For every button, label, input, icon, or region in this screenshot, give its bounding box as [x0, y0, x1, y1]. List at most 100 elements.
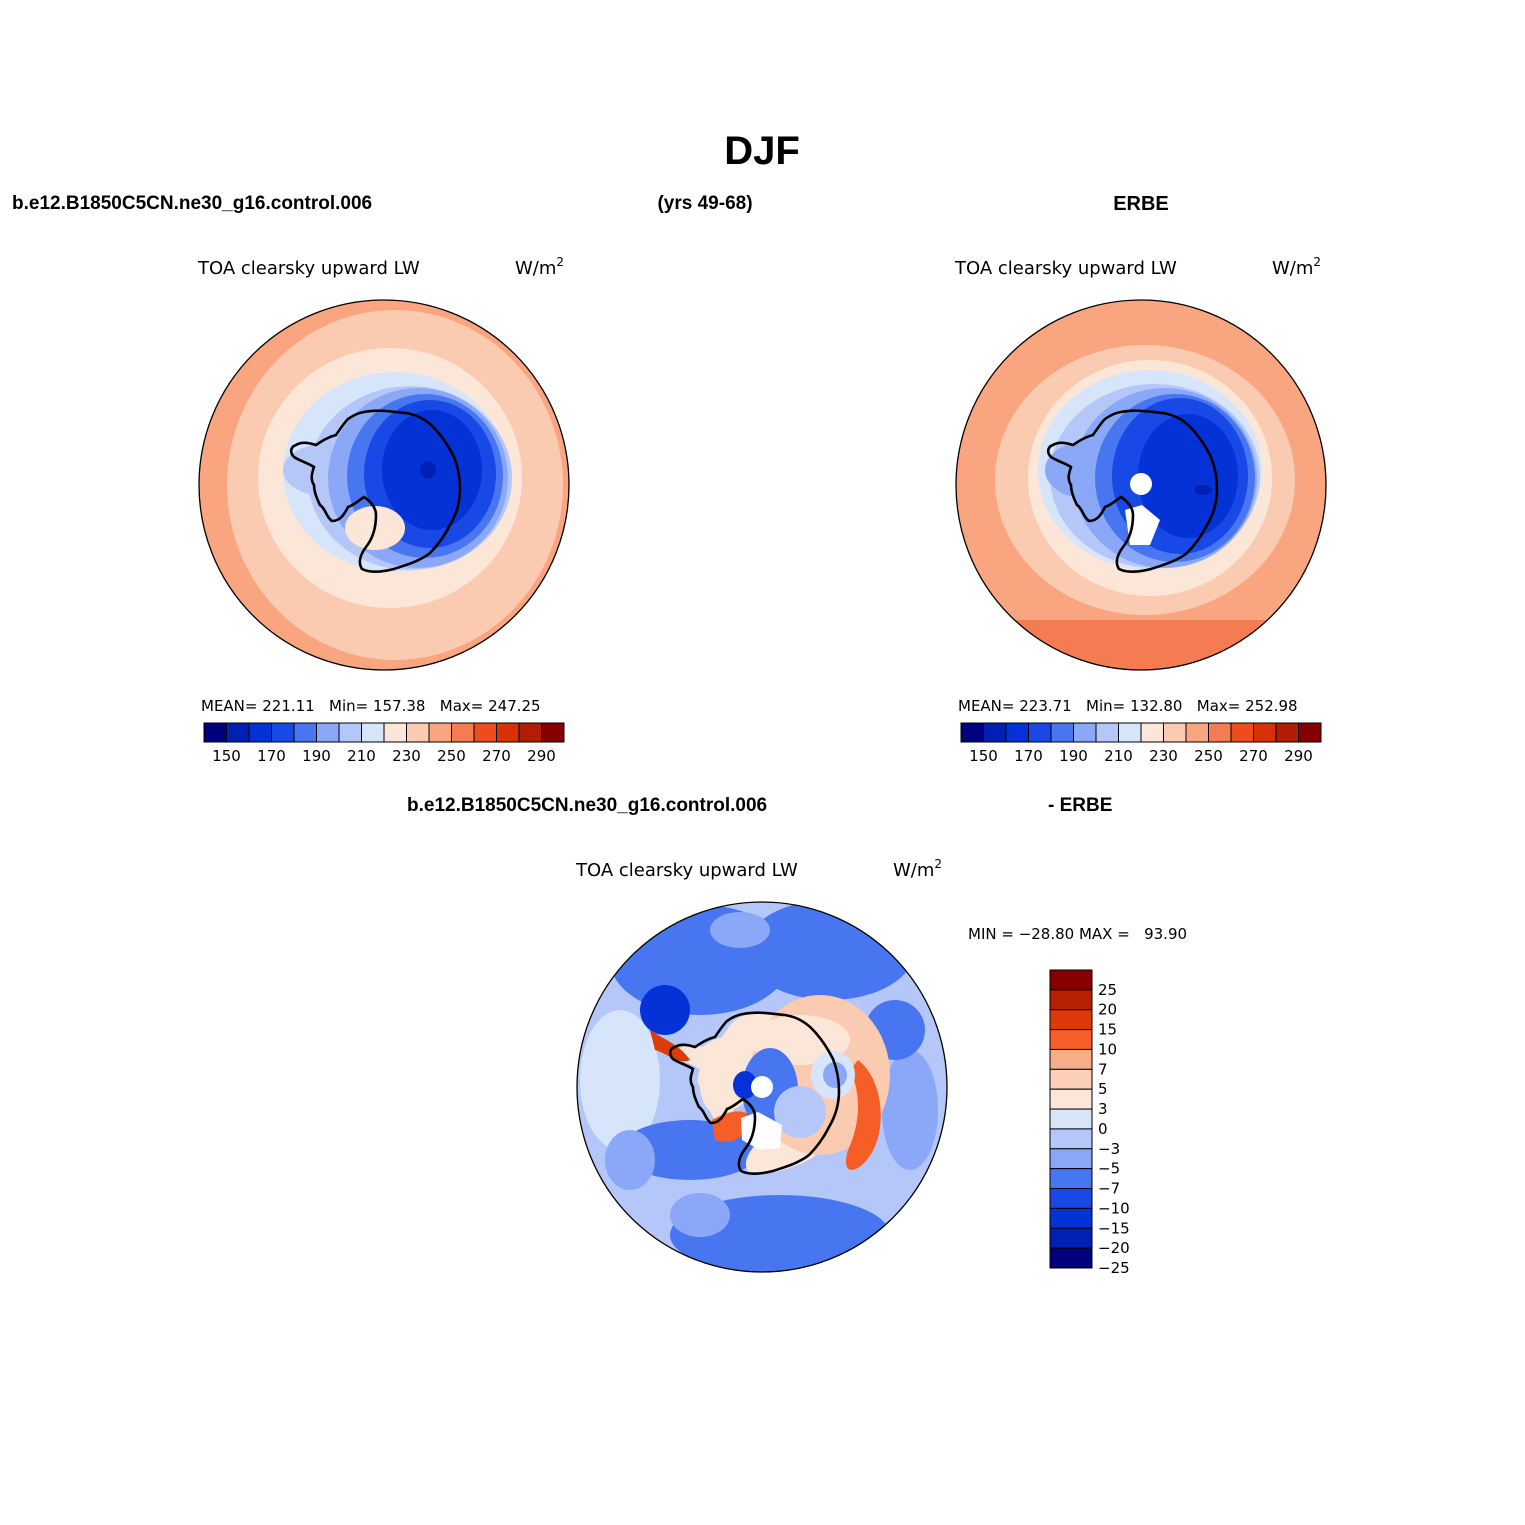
colorbar-swatch [383, 722, 407, 743]
colorbar-tick-label: 210 [1104, 747, 1133, 765]
colorbar-swatch [361, 722, 385, 743]
colorbar-tick-label: 170 [1014, 747, 1043, 765]
diff-colorbar-tick-label: −3 [1098, 1140, 1120, 1158]
diff-colorbar-swatch [1049, 1068, 1093, 1090]
colorbar-swatch [1050, 722, 1074, 743]
diff-colorbar-tick-label: 7 [1098, 1060, 1108, 1078]
diff-colorbar-tick-label: 10 [1098, 1040, 1117, 1058]
colorbar-swatch [406, 722, 430, 743]
diff-colorbar-swatch [1049, 1227, 1093, 1249]
colorbar-swatch [271, 722, 295, 743]
colorbar-swatch [960, 722, 984, 743]
diff-colorbar-tick-label: 0 [1098, 1120, 1108, 1138]
colorbar-swatch [1275, 722, 1299, 743]
colorbar-swatch [496, 722, 520, 743]
diff-colorbar-swatch [1049, 1088, 1093, 1110]
diff-colorbar-tick-label: −10 [1098, 1199, 1130, 1217]
colorbar-swatch [1298, 722, 1322, 743]
map-border [576, 901, 948, 1273]
diff-colorbar-tick-label: −20 [1098, 1239, 1130, 1257]
case-name-label: b.e12.B1850C5CN.ne30_g16.control.006 [12, 193, 372, 214]
colorbar-swatch [1253, 722, 1277, 743]
map-border [955, 299, 1327, 671]
colorbar-swatch [226, 722, 250, 743]
map-border [198, 299, 570, 671]
variable-label: TOA clearsky upward LW [197, 258, 420, 279]
colorbar-swatch [293, 722, 317, 743]
colorbar: 150 170 190 210 230 250 270 290 [203, 722, 565, 765]
colorbar-swatch [518, 722, 542, 743]
colorbar-tick-label: 150 [969, 747, 998, 765]
main-title: DJF [724, 129, 800, 173]
colorbar-tick-label: 190 [1059, 747, 1088, 765]
difference-panel: b.e12.B1850C5CN.ne30_g16.control.006 - E… [407, 795, 1187, 1277]
diff-colorbar-tick-label: −15 [1098, 1219, 1130, 1237]
stats-label: MEAN= 223.71 Min= 132.80 Max= 252.98 [958, 697, 1298, 715]
colorbar-swatch [316, 722, 340, 743]
colorbar-swatch [451, 722, 475, 743]
diff-colorbar-tick-label: 20 [1098, 1001, 1117, 1019]
diff-obs-name-label: - ERBE [1048, 795, 1112, 816]
obs-name-label: ERBE [1113, 193, 1169, 215]
colorbar-swatch [1163, 722, 1187, 743]
diff-colorbar-tick-label: −25 [1098, 1259, 1130, 1277]
diff-colorbar-swatch [1049, 1247, 1093, 1269]
colorbar-tick-label: 290 [1284, 747, 1313, 765]
colorbar: 150 170 190 210 230 250 270 290 [960, 722, 1322, 765]
colorbar-tick-label: 170 [257, 747, 286, 765]
colorbar-swatch [1185, 722, 1209, 743]
colorbar-swatch [1208, 722, 1232, 743]
diff-colorbar-swatch [1049, 969, 1093, 991]
obs-field-map [956, 300, 1326, 670]
diff-colorbar-swatch [1049, 1009, 1093, 1031]
colorbar-swatch [1230, 722, 1254, 743]
years-label: (yrs 49-68) [657, 193, 752, 214]
colorbar-swatch [1005, 722, 1029, 743]
colorbar-tick-label: 290 [527, 747, 556, 765]
diff-colorbar-swatch [1049, 1108, 1093, 1130]
variable-label: TOA clearsky upward LW [954, 258, 1177, 279]
colorbar-tick-label: 250 [437, 747, 466, 765]
diff-colorbar-swatch [1049, 1048, 1093, 1070]
diff-colorbar-swatch [1049, 1168, 1093, 1190]
colorbar-swatch [1140, 722, 1164, 743]
colorbar-swatch [203, 722, 227, 743]
diff-colorbar-swatch [1049, 1029, 1093, 1050]
colorbar-tick-label: 190 [302, 747, 331, 765]
obs-field-panel: TOA clearsky upward LW W/m2 MEAN= 223.71… [954, 255, 1327, 765]
difference-map [577, 902, 947, 1272]
variable-label: TOA clearsky upward LW [575, 860, 798, 881]
model-field-map [199, 300, 569, 670]
diff-colorbar-tick-label: −5 [1098, 1160, 1120, 1178]
diff-colorbar-tick-label: 15 [1098, 1021, 1117, 1039]
units-label: W/m2 [1272, 255, 1321, 279]
diff-colorbar-swatch [1049, 1188, 1093, 1209]
colorbar-swatch [338, 722, 362, 743]
colorbar-tick-label: 230 [1149, 747, 1178, 765]
units-label: W/m2 [893, 857, 942, 881]
colorbar-tick-label: 150 [212, 747, 241, 765]
diff-case-name-label: b.e12.B1850C5CN.ne30_g16.control.006 [407, 795, 767, 816]
colorbar-swatch [983, 722, 1007, 743]
diff-colorbar-tick-label: −7 [1098, 1180, 1120, 1198]
diff-colorbar-swatch [1049, 1207, 1093, 1229]
colorbar-swatch [1095, 722, 1119, 743]
diff-colorbar-tick-label: 25 [1098, 981, 1117, 999]
diff-colorbar-tick-label: 5 [1098, 1080, 1108, 1098]
diff-colorbar-swatch [1049, 1128, 1093, 1150]
diff-colorbar-tick-label: 3 [1098, 1100, 1108, 1118]
colorbar-swatch [1073, 722, 1097, 743]
colorbar-swatch [428, 722, 452, 743]
units-label: W/m2 [515, 255, 564, 279]
colorbar-tick-label: 270 [482, 747, 511, 765]
colorbar-swatch [1028, 722, 1052, 743]
colorbar-tick-label: 270 [1239, 747, 1268, 765]
diff-colorbar-swatch [1049, 989, 1093, 1011]
colorbar-swatch [473, 722, 497, 743]
colorbar-tick-label: 210 [347, 747, 376, 765]
colorbar-swatch [1118, 722, 1142, 743]
colorbar-tick-label: 250 [1194, 747, 1223, 765]
